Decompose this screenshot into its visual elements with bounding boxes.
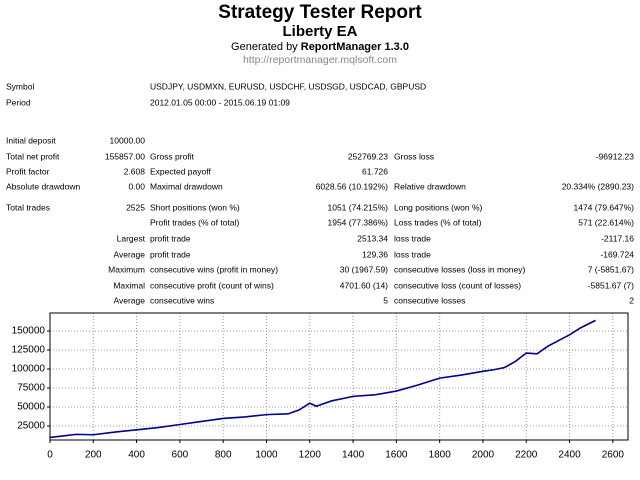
stat-value: 20.334% (2890.23) — [562, 181, 634, 191]
stat-label: consecutive wins — [150, 295, 214, 305]
stat-label: Short positions (won %) — [150, 202, 240, 212]
stat-label: consecutive profit (count of wins) — [150, 280, 274, 290]
stat-value: 252769.23 — [348, 151, 388, 161]
stat-label: Expected payoff — [150, 166, 211, 176]
x-tick-label: 800 — [215, 450, 232, 461]
stat-label: Maximal drawdown — [150, 181, 223, 191]
stat-value: 2513.34 — [357, 233, 388, 243]
stat-value: -96912.23 — [596, 151, 635, 161]
stat-value: Average — [113, 295, 145, 305]
generated-prefix: Generated by — [231, 41, 298, 53]
stat-value: 1051 (74.215%) — [328, 202, 389, 212]
stat-value: 129.36 — [362, 249, 388, 259]
stat-value: 30 (1967.59) — [340, 264, 388, 274]
equity-line — [49, 319, 596, 439]
x-tick-label: 1400 — [342, 450, 365, 461]
stat-value: 61.726 — [362, 166, 388, 176]
y-tick-label: 50000 — [17, 402, 45, 413]
stat-label: Relative drawdown — [394, 181, 466, 191]
stat-value: 1954 (77.386%) — [328, 217, 389, 227]
stat-label: consecutive losses — [394, 295, 465, 305]
x-tick-label: 0 — [47, 450, 53, 461]
stat-value: -5851.67 (7) — [588, 280, 634, 290]
stat-value: Largest — [117, 233, 146, 243]
stat-label: consecutive loss (count of losses) — [394, 280, 521, 290]
generator-name: ReportManager 1.3.0 — [301, 41, 409, 53]
stat-label: Profit factor — [6, 166, 50, 176]
y-tick-label: 100000 — [12, 364, 46, 375]
stat-label: Gross loss — [394, 151, 434, 161]
y-tick-label: 75000 — [17, 383, 45, 394]
stat-value: 2525 — [126, 202, 145, 212]
x-tick-label: 2600 — [602, 450, 625, 461]
stat-label: consecutive wins (profit in money) — [150, 264, 278, 274]
y-tick-label: 125000 — [12, 345, 46, 356]
y-tick-label: 25000 — [17, 421, 45, 432]
plot-area — [50, 313, 628, 440]
x-tick-label: 1200 — [299, 450, 322, 461]
x-tick-label: 400 — [128, 450, 145, 461]
stat-value: Maximal — [113, 280, 145, 290]
stat-value: 571 (22.614%) — [578, 217, 634, 227]
stat-value: Average — [113, 249, 145, 259]
info-value: USDJPY, USDMXN, EURUSD, USDCHF, USDSGD, … — [150, 81, 426, 91]
stat-value: 10000.00 — [110, 135, 146, 145]
stat-label: loss trade — [394, 249, 431, 259]
stat-label: Total net profit — [6, 151, 60, 161]
plot-border — [49, 312, 629, 441]
stat-value: 0.00 — [128, 181, 145, 191]
x-tick-label: 1600 — [385, 450, 408, 461]
x-tick-label: 2200 — [515, 450, 538, 461]
x-tick-label: 2000 — [472, 450, 495, 461]
stat-label: loss trade — [394, 233, 431, 243]
x-tick-label: 2400 — [558, 450, 581, 461]
stat-label: consecutive losses (loss in money) — [394, 264, 526, 274]
stat-value: 1474 (79.647%) — [574, 202, 635, 212]
generated-line: Generated by ReportManager 1.3.0 — [231, 41, 409, 53]
info-label: Period — [6, 97, 31, 107]
stat-value: -169.724 — [600, 249, 634, 259]
stat-label: Loss trades (% of total) — [394, 217, 482, 227]
stat-value: 4701.60 (14) — [340, 280, 388, 290]
x-tick-label: 1800 — [429, 450, 452, 461]
x-tick-label: 200 — [85, 450, 102, 461]
stat-label: Total trades — [6, 202, 50, 212]
stat-value: 155857.00 — [105, 151, 145, 161]
stat-label: profit trade — [150, 233, 191, 243]
report-subtitle: Liberty EA — [282, 23, 357, 40]
stat-label: Initial deposit — [6, 135, 56, 145]
stat-label: Absolute drawdown — [6, 181, 80, 191]
info-label: Symbol — [6, 81, 34, 91]
report-title: Strategy Tester Report — [218, 2, 422, 23]
stat-value: -2117.16 — [601, 233, 634, 243]
stat-value: 6028.56 (10.192%) — [316, 181, 388, 191]
stat-label: Profit trades (% of total) — [150, 217, 239, 227]
stat-label: profit trade — [150, 249, 191, 259]
x-tick-label: 1000 — [255, 450, 278, 461]
y-tick-label: 150000 — [12, 326, 46, 337]
stat-value: 7 (-5851.67) — [588, 264, 634, 274]
x-tick-label: 600 — [172, 450, 189, 461]
stat-value: Maximum — [108, 264, 145, 274]
stat-label: Long positions (won %) — [394, 202, 483, 212]
stat-value: 5 — [383, 295, 388, 305]
info-value: 2012.01.05 00:00 - 2015.06.19 01:09 — [150, 97, 290, 107]
stat-value: 2 — [629, 295, 634, 305]
stat-value: 2.608 — [124, 166, 146, 176]
report-url: http://reportmanager.mqlsoft.com — [243, 54, 397, 66]
stat-label: Gross profit — [150, 151, 195, 161]
